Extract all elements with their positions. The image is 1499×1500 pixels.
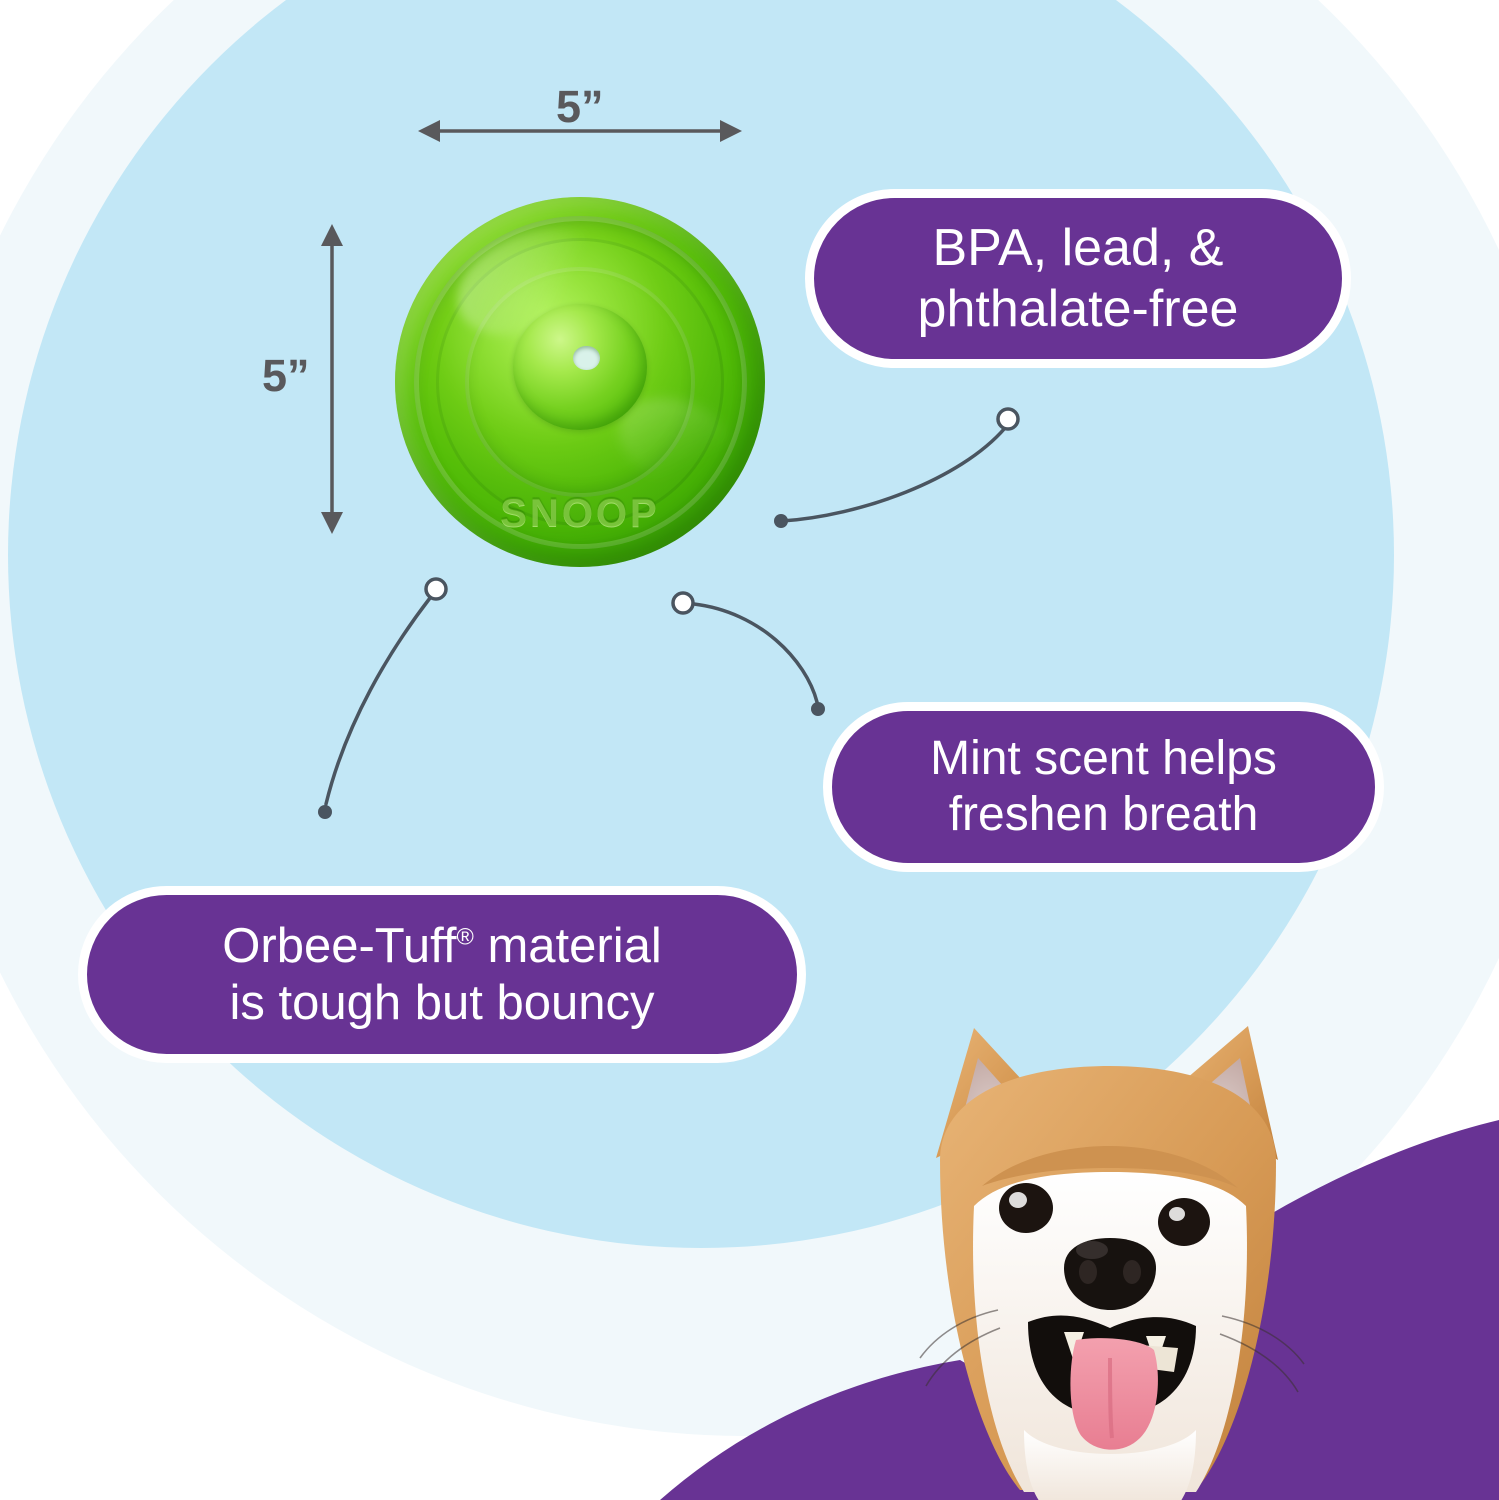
callout-mint-line1: Mint scent helps (930, 732, 1277, 786)
callout-orbee-line1-rest: material (473, 918, 662, 973)
callout-mint-text: Mint scent helps freshen breath (930, 731, 1277, 842)
dog-whiskers (919, 1309, 1305, 1393)
width-dimension-label: 5” (556, 81, 604, 132)
toy-body: SNOOP (395, 197, 765, 567)
callout-mint-line2: freshen breath (948, 788, 1259, 841)
callout-orbee-line1-brand: Orbee-Tuff (222, 918, 457, 973)
toy-center-hole (573, 345, 600, 371)
callout-orbee-tuff-material[interactable]: Orbee-Tuff® material is tough but bouncy (78, 886, 806, 1063)
dog-mouth (1028, 1315, 1196, 1450)
callout-mint-scent[interactable]: Mint scent helps freshen breath (823, 702, 1384, 872)
dog-photo (919, 1026, 1305, 1500)
height-dimension-label: 5” (262, 350, 310, 401)
dog-chin (1024, 1430, 1196, 1500)
callout-bpa-text: BPA, lead, & phthalate-free (918, 218, 1239, 339)
product-image: SNOOP (395, 197, 765, 567)
dog-nose (1064, 1238, 1156, 1310)
registered-trademark-icon: ® (456, 923, 474, 950)
callout-bpa-lead-phthalate-free[interactable]: BPA, lead, & phthalate-free (805, 189, 1351, 368)
dog-eye-left (999, 1183, 1053, 1233)
callout-bpa-line1: BPA, lead, & (932, 219, 1224, 278)
callout-orbee-line2: is tough but bouncy (229, 975, 655, 1030)
callout-bpa-line2: phthalate-free (917, 279, 1239, 338)
callout-orbee-text: Orbee-Tuff® material is tough but bouncy (222, 918, 661, 1032)
toy-brand-emboss: SNOOP (500, 490, 660, 535)
dog-eye-right (1158, 1198, 1210, 1246)
